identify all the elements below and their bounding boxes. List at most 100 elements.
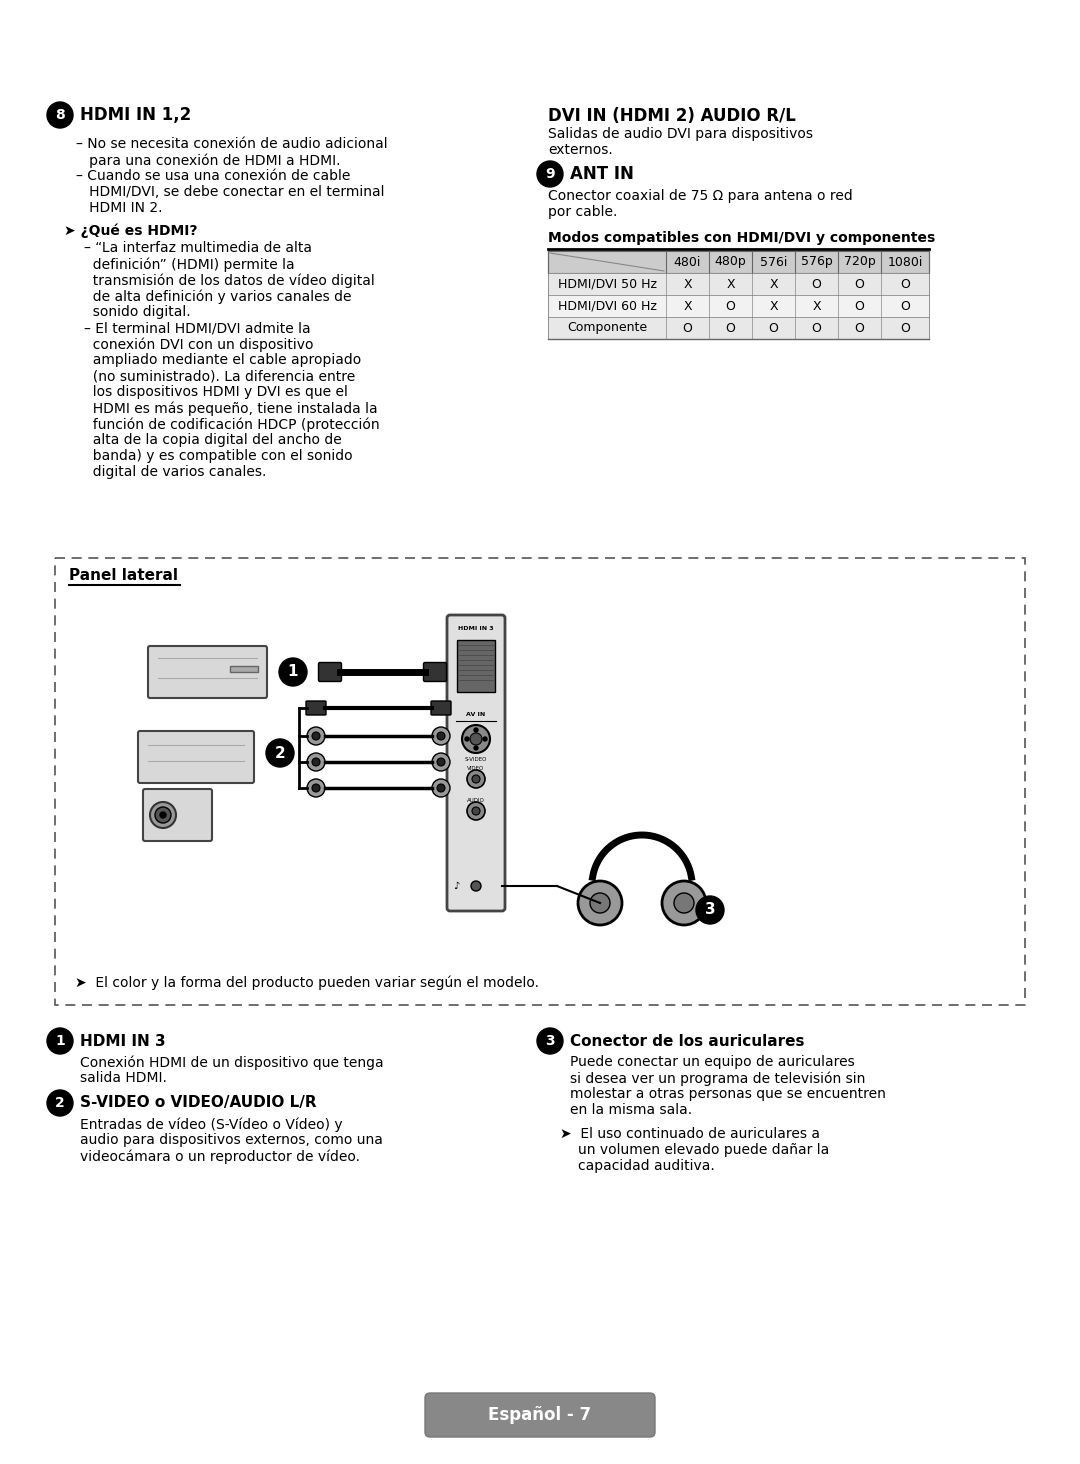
Text: Panel lateral: Panel lateral (69, 568, 178, 584)
FancyBboxPatch shape (148, 646, 267, 698)
Text: Componente: Componente (567, 322, 647, 334)
Text: X: X (726, 278, 734, 290)
Circle shape (48, 1028, 73, 1054)
FancyBboxPatch shape (138, 731, 254, 783)
Text: de alta definición y varios canales de: de alta definición y varios canales de (84, 288, 351, 303)
Text: HDMI/DVI, se debe conectar en el terminal: HDMI/DVI, se debe conectar en el termina… (76, 184, 384, 199)
Text: videocámara o un reproductor de vídeo.: videocámara o un reproductor de vídeo. (80, 1149, 360, 1164)
Circle shape (437, 785, 445, 792)
Circle shape (483, 736, 487, 741)
FancyBboxPatch shape (548, 296, 929, 318)
Circle shape (578, 881, 622, 925)
FancyBboxPatch shape (447, 615, 505, 911)
Circle shape (312, 758, 320, 766)
Text: HDMI IN 1,2: HDMI IN 1,2 (80, 105, 191, 124)
Text: (no suministrado). La diferencia entre: (no suministrado). La diferencia entre (84, 369, 355, 384)
Text: S-VIDEO: S-VIDEO (464, 757, 487, 761)
Text: externos.: externos. (548, 143, 612, 157)
Text: O: O (854, 322, 864, 334)
FancyBboxPatch shape (548, 272, 929, 296)
Text: Conexión HDMI de un dispositivo que tenga: Conexión HDMI de un dispositivo que teng… (80, 1056, 383, 1070)
Circle shape (437, 758, 445, 766)
FancyBboxPatch shape (306, 701, 326, 714)
Text: VIDEO: VIDEO (468, 767, 485, 772)
Text: molestar a otras personas que se encuentren: molestar a otras personas que se encuent… (570, 1086, 886, 1101)
Circle shape (537, 161, 563, 187)
FancyBboxPatch shape (230, 666, 258, 672)
Circle shape (48, 102, 73, 127)
Circle shape (472, 807, 480, 815)
Text: digital de varios canales.: digital de varios canales. (84, 466, 267, 479)
Text: O: O (854, 300, 864, 312)
Text: si desea ver un programa de televisión sin: si desea ver un programa de televisión s… (570, 1072, 865, 1085)
Circle shape (590, 893, 610, 914)
Text: conexión DVI con un dispositivo: conexión DVI con un dispositivo (84, 337, 313, 351)
Text: O: O (769, 322, 779, 334)
Circle shape (537, 1028, 563, 1054)
Text: X: X (812, 300, 821, 312)
Text: O: O (900, 322, 910, 334)
Text: 1: 1 (55, 1034, 65, 1048)
Text: ➤  El color y la forma del producto pueden variar según el modelo.: ➤ El color y la forma del producto puede… (75, 975, 539, 990)
Text: por cable.: por cable. (548, 205, 618, 220)
Circle shape (48, 1091, 73, 1116)
Circle shape (432, 728, 450, 745)
Text: 480p: 480p (715, 256, 746, 268)
Text: 576i: 576i (760, 256, 787, 268)
Text: Modos compatibles con HDMI/DVI y componentes: Modos compatibles con HDMI/DVI y compone… (548, 231, 935, 244)
Text: para una conexión de HDMI a HDMI.: para una conexión de HDMI a HDMI. (76, 154, 340, 167)
Text: HDMI/DVI 60 Hz: HDMI/DVI 60 Hz (557, 300, 657, 312)
Text: O: O (811, 278, 822, 290)
Text: X: X (684, 278, 692, 290)
Circle shape (156, 807, 171, 823)
Circle shape (312, 785, 320, 792)
Text: O: O (900, 278, 910, 290)
Circle shape (467, 802, 485, 820)
FancyBboxPatch shape (423, 663, 446, 682)
Text: función de codificación HDCP (protección: función de codificación HDCP (protección (84, 417, 380, 432)
Text: X: X (684, 300, 692, 312)
Text: S-VIDEO o VIDEO/AUDIO L/R: S-VIDEO o VIDEO/AUDIO L/R (80, 1095, 316, 1111)
Circle shape (266, 739, 294, 767)
Circle shape (150, 802, 176, 829)
Text: alta de la copia digital del ancho de: alta de la copia digital del ancho de (84, 433, 341, 447)
Circle shape (467, 770, 485, 788)
Circle shape (279, 657, 307, 687)
Text: en la misma sala.: en la misma sala. (570, 1102, 692, 1117)
Text: HDMI es más pequeño, tiene instalada la: HDMI es más pequeño, tiene instalada la (84, 401, 378, 416)
Text: 480i: 480i (674, 256, 701, 268)
FancyBboxPatch shape (426, 1394, 654, 1438)
Text: 2: 2 (55, 1097, 65, 1110)
Text: Entradas de vídeo (S-Vídeo o Vídeo) y: Entradas de vídeo (S-Vídeo o Vídeo) y (80, 1117, 342, 1132)
Text: 8: 8 (55, 108, 65, 122)
Text: HDMI/DVI 50 Hz: HDMI/DVI 50 Hz (557, 278, 657, 290)
Circle shape (462, 725, 490, 752)
Text: X: X (769, 300, 778, 312)
Text: Conector de los auriculares: Conector de los auriculares (570, 1034, 805, 1048)
FancyBboxPatch shape (431, 701, 451, 714)
Circle shape (471, 881, 481, 892)
Text: banda) y es compatible con el sonido: banda) y es compatible con el sonido (84, 449, 353, 463)
Text: ampliado mediante el cable apropiado: ampliado mediante el cable apropiado (84, 353, 361, 367)
Circle shape (696, 896, 724, 924)
Circle shape (674, 893, 694, 914)
Text: X: X (769, 278, 778, 290)
Text: definición” (HDMI) permite la: definición” (HDMI) permite la (84, 258, 295, 271)
Text: HDMI IN 3: HDMI IN 3 (458, 625, 494, 631)
Text: – “La interfaz multimedia de alta: – “La interfaz multimedia de alta (84, 242, 312, 255)
Circle shape (437, 732, 445, 739)
Text: 9: 9 (545, 167, 555, 182)
Text: ANT IN: ANT IN (570, 165, 634, 183)
Text: audio para dispositivos externos, como una: audio para dispositivos externos, como u… (80, 1133, 383, 1146)
Text: Conector coaxial de 75 Ω para antena o red: Conector coaxial de 75 Ω para antena o r… (548, 189, 853, 203)
FancyBboxPatch shape (319, 663, 341, 682)
Text: 3: 3 (545, 1034, 555, 1048)
Circle shape (160, 813, 166, 818)
Text: ♪: ♪ (453, 881, 459, 892)
Text: Español - 7: Español - 7 (488, 1405, 592, 1424)
FancyBboxPatch shape (548, 250, 929, 272)
Text: – Cuando se usa una conexión de cable: – Cuando se usa una conexión de cable (76, 168, 350, 183)
Circle shape (662, 881, 706, 925)
Text: O: O (726, 322, 735, 334)
Text: AV IN: AV IN (467, 712, 486, 716)
